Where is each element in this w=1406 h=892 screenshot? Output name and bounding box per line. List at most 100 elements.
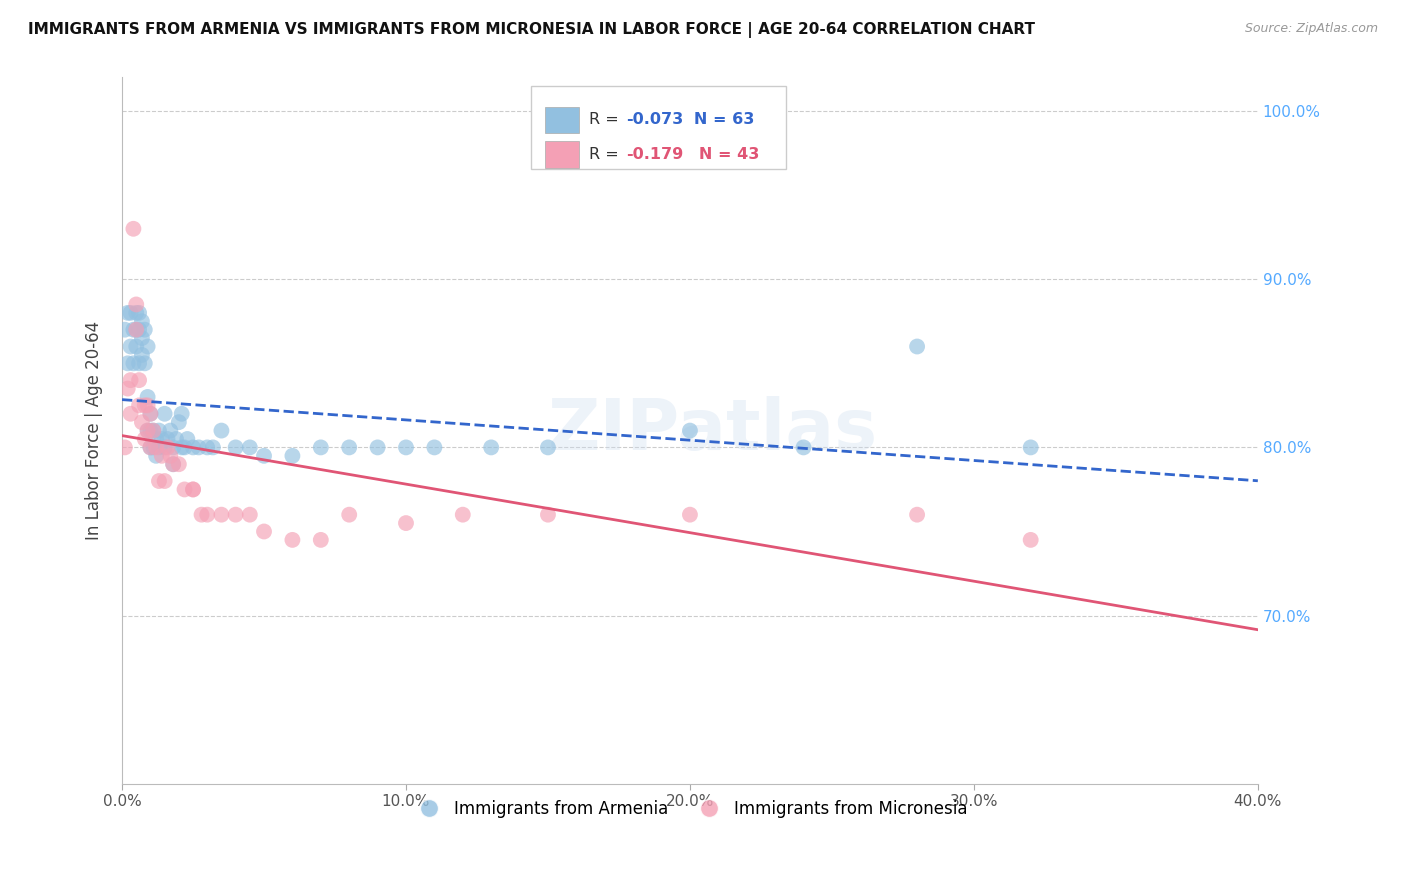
Point bbox=[136, 398, 159, 412]
Point bbox=[190, 508, 212, 522]
Point bbox=[153, 441, 176, 455]
Point bbox=[128, 306, 150, 320]
Point bbox=[125, 323, 148, 337]
Point bbox=[167, 457, 190, 471]
Point bbox=[253, 524, 276, 539]
Point bbox=[125, 323, 148, 337]
Point bbox=[148, 474, 170, 488]
Point bbox=[181, 483, 204, 497]
Point bbox=[181, 483, 204, 497]
Point bbox=[195, 441, 218, 455]
Point bbox=[136, 424, 159, 438]
Point bbox=[128, 323, 150, 337]
Point bbox=[162, 441, 184, 455]
Point bbox=[136, 339, 159, 353]
Point bbox=[120, 407, 142, 421]
Point bbox=[159, 449, 181, 463]
Point bbox=[122, 356, 145, 370]
Point bbox=[239, 508, 262, 522]
Point bbox=[1019, 533, 1042, 547]
Point bbox=[225, 441, 247, 455]
Point bbox=[209, 508, 232, 522]
Point bbox=[195, 508, 218, 522]
Point bbox=[479, 441, 502, 455]
Point bbox=[153, 407, 176, 421]
Point bbox=[134, 323, 156, 337]
Point bbox=[131, 331, 153, 345]
Point bbox=[451, 508, 474, 522]
Point bbox=[128, 398, 150, 412]
Legend: Immigrants from Armenia, Immigrants from Micronesia: Immigrants from Armenia, Immigrants from… bbox=[405, 794, 974, 825]
Point bbox=[679, 424, 702, 438]
Point bbox=[281, 533, 304, 547]
Text: IMMIGRANTS FROM ARMENIA VS IMMIGRANTS FROM MICRONESIA IN LABOR FORCE | AGE 20-64: IMMIGRANTS FROM ARMENIA VS IMMIGRANTS FR… bbox=[28, 22, 1035, 38]
Point bbox=[128, 356, 150, 370]
Point bbox=[537, 441, 560, 455]
Point bbox=[142, 424, 165, 438]
Point bbox=[136, 390, 159, 404]
Point bbox=[187, 441, 209, 455]
Point bbox=[139, 424, 162, 438]
Point bbox=[125, 306, 148, 320]
Point bbox=[114, 441, 136, 455]
Point bbox=[134, 398, 156, 412]
Point bbox=[145, 432, 167, 446]
Point bbox=[792, 441, 814, 455]
Point bbox=[156, 441, 179, 455]
Text: -0.073: -0.073 bbox=[626, 112, 683, 128]
Point bbox=[142, 441, 165, 455]
Point bbox=[128, 373, 150, 387]
Point bbox=[122, 221, 145, 235]
Point bbox=[337, 508, 360, 522]
Point bbox=[136, 424, 159, 438]
Text: R =: R = bbox=[589, 147, 624, 161]
Point bbox=[153, 474, 176, 488]
Point bbox=[134, 356, 156, 370]
Point bbox=[423, 441, 446, 455]
Point bbox=[148, 424, 170, 438]
Point bbox=[150, 432, 173, 446]
Point bbox=[176, 432, 198, 446]
Point bbox=[134, 432, 156, 446]
Point bbox=[905, 339, 928, 353]
Point bbox=[139, 407, 162, 421]
Point bbox=[173, 441, 195, 455]
Point bbox=[117, 382, 139, 396]
Y-axis label: In Labor Force | Age 20-64: In Labor Force | Age 20-64 bbox=[86, 321, 103, 541]
Point bbox=[117, 356, 139, 370]
Point bbox=[139, 407, 162, 421]
Point bbox=[201, 441, 224, 455]
FancyBboxPatch shape bbox=[544, 141, 579, 168]
Point bbox=[117, 306, 139, 320]
Point bbox=[165, 432, 187, 446]
Point bbox=[170, 407, 193, 421]
FancyBboxPatch shape bbox=[531, 86, 786, 169]
Point bbox=[114, 323, 136, 337]
Text: ZIPatlas: ZIPatlas bbox=[547, 396, 877, 465]
Point bbox=[395, 516, 418, 530]
Point bbox=[162, 457, 184, 471]
Point bbox=[120, 306, 142, 320]
Point bbox=[148, 441, 170, 455]
Point bbox=[309, 441, 332, 455]
Point bbox=[679, 508, 702, 522]
Point bbox=[1019, 441, 1042, 455]
Point bbox=[125, 297, 148, 311]
Point bbox=[225, 508, 247, 522]
Point bbox=[253, 449, 276, 463]
Point bbox=[131, 415, 153, 429]
Point bbox=[309, 533, 332, 547]
Point bbox=[170, 441, 193, 455]
Point bbox=[367, 441, 389, 455]
Point bbox=[125, 339, 148, 353]
Point bbox=[131, 314, 153, 328]
Point bbox=[167, 415, 190, 429]
Point bbox=[150, 449, 173, 463]
Point bbox=[142, 424, 165, 438]
Text: Source: ZipAtlas.com: Source: ZipAtlas.com bbox=[1244, 22, 1378, 36]
Point bbox=[145, 449, 167, 463]
FancyBboxPatch shape bbox=[544, 106, 579, 134]
Text: N = 63: N = 63 bbox=[678, 112, 755, 128]
Point bbox=[905, 508, 928, 522]
Point bbox=[139, 441, 162, 455]
